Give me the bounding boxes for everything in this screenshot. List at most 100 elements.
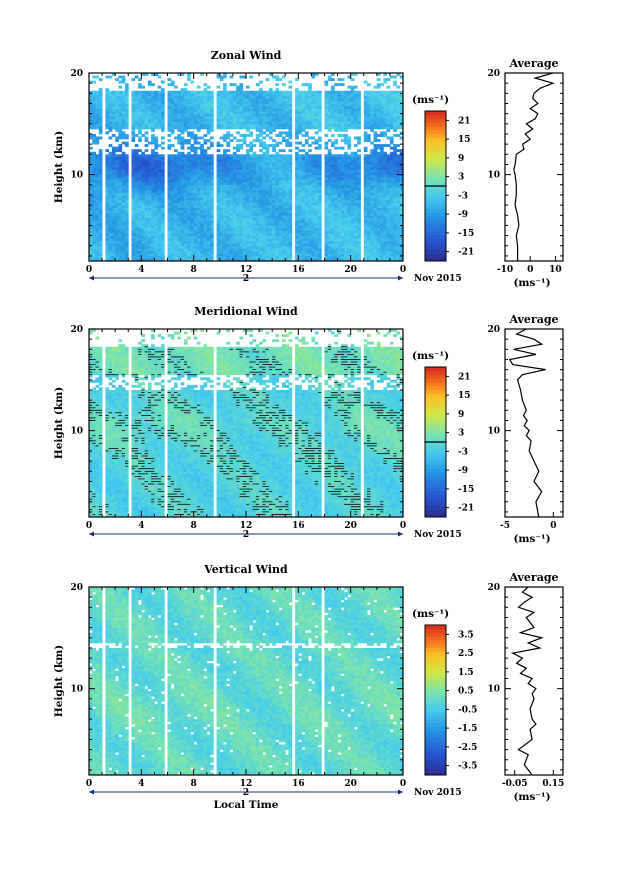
heatmap-cell bbox=[161, 159, 165, 163]
heatmap-cell bbox=[246, 250, 250, 254]
heatmap-cell bbox=[216, 93, 221, 97]
heatmap-cell bbox=[363, 95, 368, 99]
heatmap-cell bbox=[138, 243, 142, 247]
heatmap-cell bbox=[141, 156, 145, 160]
heatmap-cell bbox=[223, 207, 227, 211]
heatmap-cell bbox=[285, 184, 289, 188]
heatmap-cell bbox=[190, 225, 195, 229]
heatmap-cell bbox=[174, 194, 178, 198]
heatmap-cell bbox=[134, 225, 139, 229]
heatmap-cell bbox=[252, 103, 257, 107]
heatmap-cell bbox=[193, 95, 198, 99]
heatmap-cell bbox=[115, 149, 119, 153]
heatmap-cell bbox=[95, 225, 100, 229]
heatmap-cell bbox=[350, 230, 355, 234]
heatmap-cell bbox=[223, 167, 227, 170]
heatmap-cell bbox=[301, 116, 306, 120]
heatmap-cell bbox=[275, 121, 280, 125]
heatmap-cell bbox=[105, 103, 110, 107]
heatmap-cell bbox=[183, 197, 188, 201]
heatmap-cell bbox=[357, 161, 361, 165]
heatmap-cell bbox=[147, 258, 152, 262]
heatmap-cell bbox=[340, 253, 345, 257]
heatmap-cell bbox=[138, 248, 142, 252]
heatmap-cell bbox=[161, 174, 165, 178]
heatmap-cell bbox=[344, 98, 348, 102]
heatmap-cell bbox=[236, 187, 240, 191]
heatmap-cell bbox=[363, 118, 368, 122]
heatmap-cell bbox=[118, 80, 123, 84]
heatmap-cell bbox=[200, 233, 204, 236]
heatmap-cell bbox=[206, 100, 211, 104]
heatmap-cell bbox=[262, 144, 267, 147]
heatmap-cell bbox=[246, 197, 250, 201]
heatmap-cell bbox=[268, 111, 273, 114]
heatmap-cell bbox=[190, 253, 195, 257]
heatmap-cell bbox=[262, 235, 267, 239]
heatmap-cell bbox=[151, 189, 155, 193]
heatmap-cell bbox=[190, 95, 195, 99]
heatmap-cell bbox=[108, 205, 113, 208]
heatmap-cell bbox=[282, 113, 286, 117]
heatmap-cell bbox=[161, 161, 165, 165]
heatmap-cell bbox=[219, 233, 224, 236]
heatmap-cell bbox=[131, 126, 136, 130]
heatmap-cell bbox=[236, 202, 240, 206]
heatmap-cell bbox=[216, 215, 221, 219]
heatmap-cell bbox=[118, 205, 123, 208]
heatmap-cell bbox=[318, 184, 322, 188]
heatmap-cell bbox=[89, 80, 93, 84]
heatmap-cell bbox=[157, 192, 162, 196]
heatmap-cell bbox=[367, 100, 371, 104]
heatmap-cell bbox=[331, 197, 335, 201]
heatmap-cell bbox=[196, 174, 201, 178]
heatmap-cell bbox=[161, 98, 165, 102]
heatmap-cell bbox=[331, 172, 335, 175]
heatmap-cell bbox=[311, 161, 316, 165]
heatmap-cell bbox=[157, 235, 162, 239]
heatmap-cell bbox=[157, 108, 162, 112]
heatmap-cell bbox=[144, 108, 149, 112]
heatmap-cell bbox=[200, 215, 204, 219]
heatmap-cell bbox=[331, 205, 335, 208]
heatmap-cell bbox=[275, 245, 280, 249]
heatmap-cell bbox=[278, 106, 283, 109]
heatmap-cell bbox=[262, 167, 267, 170]
heatmap-cell bbox=[337, 167, 342, 170]
heatmap-cell bbox=[193, 139, 198, 142]
heatmap-cell bbox=[92, 136, 96, 140]
heatmap-cell bbox=[170, 113, 175, 117]
heatmap-cell bbox=[357, 106, 361, 109]
heatmap-cell bbox=[337, 235, 342, 239]
heatmap-cell bbox=[278, 253, 283, 257]
heatmap-cell bbox=[318, 106, 322, 109]
heatmap-cell bbox=[125, 253, 129, 257]
heatmap-cell bbox=[318, 194, 322, 198]
heatmap-cell bbox=[89, 98, 93, 102]
heatmap-cell bbox=[265, 192, 270, 196]
heatmap-cell bbox=[308, 253, 312, 257]
heatmap-cell bbox=[298, 205, 302, 208]
heatmap-cell bbox=[282, 121, 286, 125]
heatmap-cell bbox=[314, 172, 319, 175]
heatmap-cell bbox=[196, 116, 201, 120]
heatmap-cell bbox=[275, 83, 280, 87]
heatmap-cell bbox=[196, 164, 201, 168]
heatmap-cell bbox=[170, 189, 175, 193]
heatmap-cell bbox=[318, 174, 322, 178]
heatmap-cell bbox=[134, 161, 139, 165]
heatmap-cell bbox=[282, 108, 286, 112]
heatmap-cell bbox=[255, 106, 260, 109]
heatmap-cell bbox=[210, 245, 214, 249]
heatmap-cell bbox=[174, 93, 178, 97]
heatmap-cell bbox=[331, 228, 335, 231]
heatmap-cell bbox=[272, 182, 276, 186]
heatmap-cell bbox=[252, 217, 257, 221]
heatmap-cell bbox=[229, 228, 234, 231]
heatmap-cell bbox=[314, 202, 319, 206]
heatmap-cell bbox=[331, 194, 335, 198]
heatmap-cell bbox=[304, 205, 309, 208]
heatmap-cell bbox=[262, 95, 267, 99]
heatmap-cell bbox=[262, 93, 267, 97]
heatmap-cell bbox=[295, 116, 299, 120]
